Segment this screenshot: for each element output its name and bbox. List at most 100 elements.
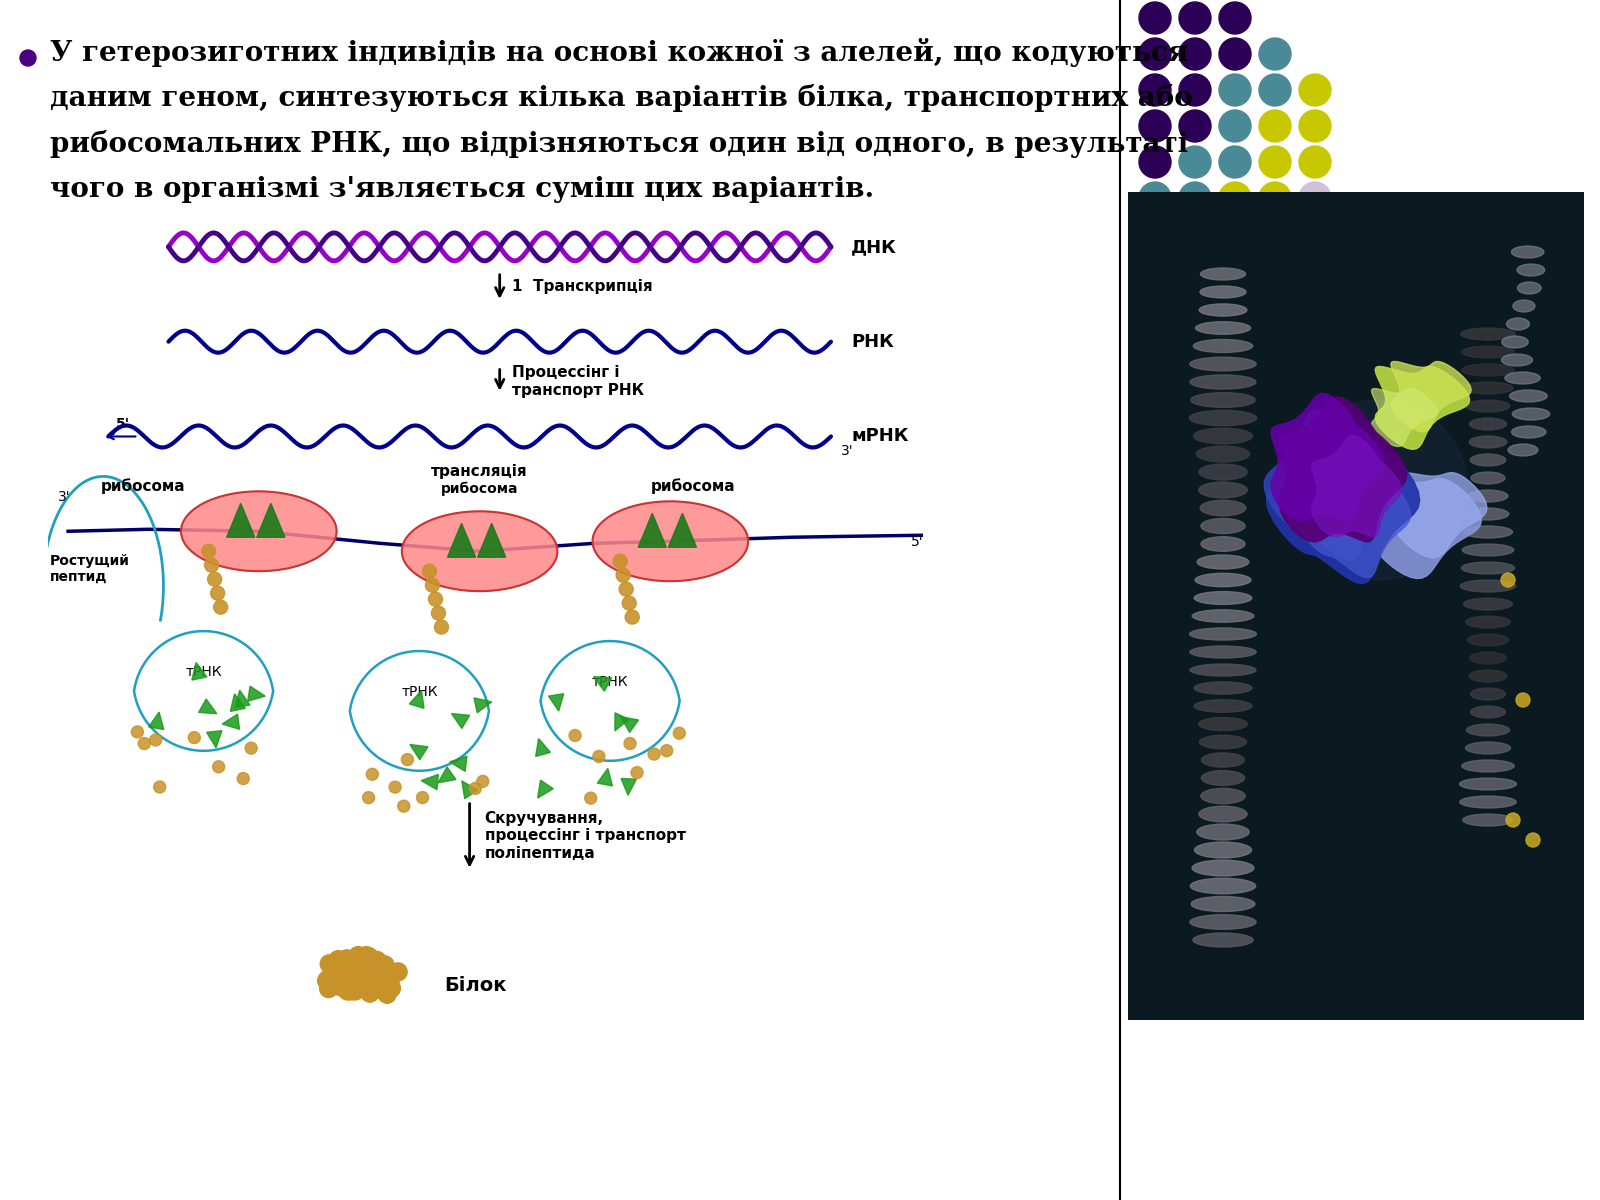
Circle shape <box>1179 146 1211 178</box>
Circle shape <box>432 606 445 620</box>
Circle shape <box>330 950 347 968</box>
Text: У гетерозиготних індивідів на основі кожної з алелей, що кодуються: У гетерозиготних індивідів на основі кож… <box>50 38 1189 67</box>
Circle shape <box>416 792 429 804</box>
Ellipse shape <box>1517 282 1541 294</box>
Polygon shape <box>206 731 222 748</box>
Text: даним геном, синтезуються кілька варіантів білка, транспортних або: даним геном, синтезуються кілька варіант… <box>50 84 1192 112</box>
Circle shape <box>323 958 342 976</box>
Ellipse shape <box>1466 616 1510 628</box>
Polygon shape <box>1390 361 1470 432</box>
Circle shape <box>373 980 390 998</box>
Polygon shape <box>478 523 506 557</box>
Ellipse shape <box>1459 796 1517 808</box>
Ellipse shape <box>1470 472 1506 484</box>
Text: 5': 5' <box>912 535 923 550</box>
Text: 3': 3' <box>58 491 70 504</box>
Polygon shape <box>1278 397 1406 542</box>
Polygon shape <box>1270 394 1384 521</box>
Ellipse shape <box>1189 410 1256 426</box>
Polygon shape <box>222 714 240 730</box>
Text: трансляція: трансляція <box>432 464 528 479</box>
Ellipse shape <box>1514 300 1534 312</box>
Circle shape <box>1219 254 1251 286</box>
Ellipse shape <box>1202 752 1245 767</box>
Circle shape <box>435 620 448 634</box>
Circle shape <box>389 781 402 793</box>
Circle shape <box>334 976 352 994</box>
Ellipse shape <box>1470 706 1506 718</box>
Ellipse shape <box>1192 860 1254 876</box>
Ellipse shape <box>1190 664 1256 676</box>
Ellipse shape <box>1197 554 1250 569</box>
Ellipse shape <box>592 502 749 581</box>
Circle shape <box>355 959 373 977</box>
Text: 1  Транскрипція: 1 Транскрипція <box>512 280 653 294</box>
Polygon shape <box>230 694 245 712</box>
Ellipse shape <box>1202 518 1245 534</box>
Circle shape <box>211 586 224 600</box>
Polygon shape <box>669 514 696 547</box>
Circle shape <box>1219 74 1251 106</box>
Ellipse shape <box>1469 436 1507 448</box>
Circle shape <box>347 967 365 985</box>
Circle shape <box>1139 218 1171 250</box>
Ellipse shape <box>1507 444 1538 456</box>
Circle shape <box>138 738 150 750</box>
Polygon shape <box>621 716 638 732</box>
Text: рибосома: рибосома <box>442 482 518 497</box>
Circle shape <box>245 742 258 754</box>
Circle shape <box>1299 146 1331 178</box>
Polygon shape <box>1264 409 1402 560</box>
Circle shape <box>1219 218 1251 250</box>
Circle shape <box>331 978 349 996</box>
Ellipse shape <box>1195 322 1251 335</box>
Polygon shape <box>1374 366 1470 449</box>
Circle shape <box>368 964 386 982</box>
Circle shape <box>648 748 661 760</box>
Circle shape <box>378 985 397 1003</box>
Ellipse shape <box>1194 592 1251 605</box>
Ellipse shape <box>1470 652 1506 664</box>
Circle shape <box>362 958 379 976</box>
Circle shape <box>331 966 349 984</box>
Circle shape <box>1506 814 1520 827</box>
Circle shape <box>674 727 685 739</box>
Circle shape <box>366 768 378 780</box>
Circle shape <box>622 596 637 610</box>
Circle shape <box>398 800 410 812</box>
Ellipse shape <box>1200 788 1245 804</box>
Polygon shape <box>638 514 666 547</box>
Ellipse shape <box>1194 700 1253 713</box>
Circle shape <box>368 952 386 970</box>
Ellipse shape <box>1517 264 1544 276</box>
Ellipse shape <box>1200 286 1246 298</box>
Circle shape <box>362 955 381 973</box>
Circle shape <box>1139 74 1171 106</box>
Circle shape <box>357 947 376 965</box>
Polygon shape <box>614 713 629 731</box>
Circle shape <box>338 950 355 968</box>
Polygon shape <box>1371 389 1438 446</box>
Circle shape <box>213 761 224 773</box>
Polygon shape <box>1267 416 1419 583</box>
Circle shape <box>131 726 144 738</box>
Circle shape <box>1526 833 1539 847</box>
Ellipse shape <box>181 491 336 571</box>
Circle shape <box>1299 74 1331 106</box>
Circle shape <box>1259 110 1291 142</box>
Ellipse shape <box>1195 842 1251 858</box>
Ellipse shape <box>402 511 557 592</box>
Ellipse shape <box>1194 934 1253 947</box>
Ellipse shape <box>1462 544 1514 556</box>
Circle shape <box>363 792 374 804</box>
Ellipse shape <box>1501 354 1533 366</box>
Circle shape <box>1259 74 1291 106</box>
Circle shape <box>616 569 630 582</box>
Circle shape <box>422 564 437 578</box>
Polygon shape <box>410 744 427 760</box>
Text: Ростущий
пептид: Ростущий пептид <box>50 554 130 584</box>
Ellipse shape <box>1466 742 1510 754</box>
Ellipse shape <box>1502 336 1528 348</box>
Ellipse shape <box>1197 446 1250 462</box>
Polygon shape <box>1395 473 1486 558</box>
